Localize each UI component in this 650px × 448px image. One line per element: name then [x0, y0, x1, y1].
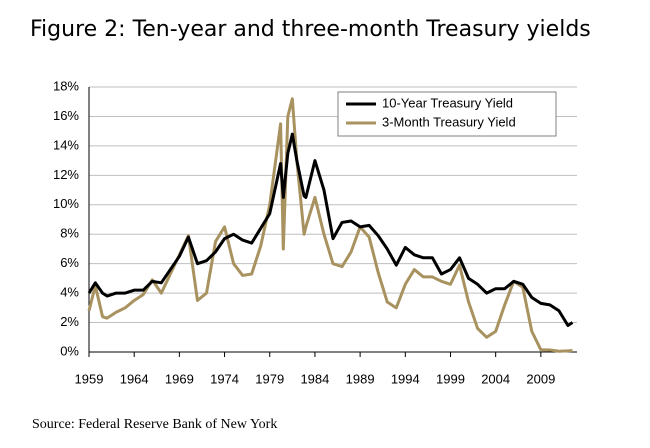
y-tick-label: 14% — [53, 137, 79, 152]
y-tick-label: 6% — [60, 255, 79, 270]
legend-box — [337, 91, 557, 137]
legend-label: 3-Month Treasury Yield — [382, 114, 516, 129]
series-line — [87, 132, 574, 327]
x-tick-label: 2009 — [526, 371, 555, 386]
y-tick-label: 10% — [53, 196, 79, 211]
chart-title: Figure 2: Ten-year and three-month Treas… — [30, 17, 591, 42]
x-tick-label: 1959 — [75, 371, 104, 386]
source-note: Source: Federal Reserve Bank of New York — [32, 417, 277, 432]
y-tick-label: 2% — [60, 314, 79, 329]
y-tick-label: 4% — [60, 285, 79, 300]
x-tick-label: 1994 — [391, 371, 420, 386]
x-tick-label: 1969 — [165, 371, 194, 386]
y-tick-label: 18% — [53, 78, 79, 93]
y-tick-label: 0% — [60, 343, 79, 358]
series-line — [87, 97, 573, 353]
y-tick-label: 12% — [53, 167, 79, 182]
x-tick-label: 1979 — [255, 371, 284, 386]
x-tick-label: 1999 — [436, 371, 465, 386]
x-tick-label: 1964 — [120, 371, 149, 386]
y-tick-label: 8% — [60, 226, 79, 241]
y-tick-label: 16% — [53, 108, 79, 123]
x-tick-label: 1974 — [210, 371, 239, 386]
x-tick-label: 2004 — [481, 371, 510, 386]
x-tick-label: 1984 — [300, 371, 329, 386]
legend-label: 10-Year Treasury Yield — [382, 95, 513, 110]
x-tick-label: 1989 — [346, 371, 375, 386]
